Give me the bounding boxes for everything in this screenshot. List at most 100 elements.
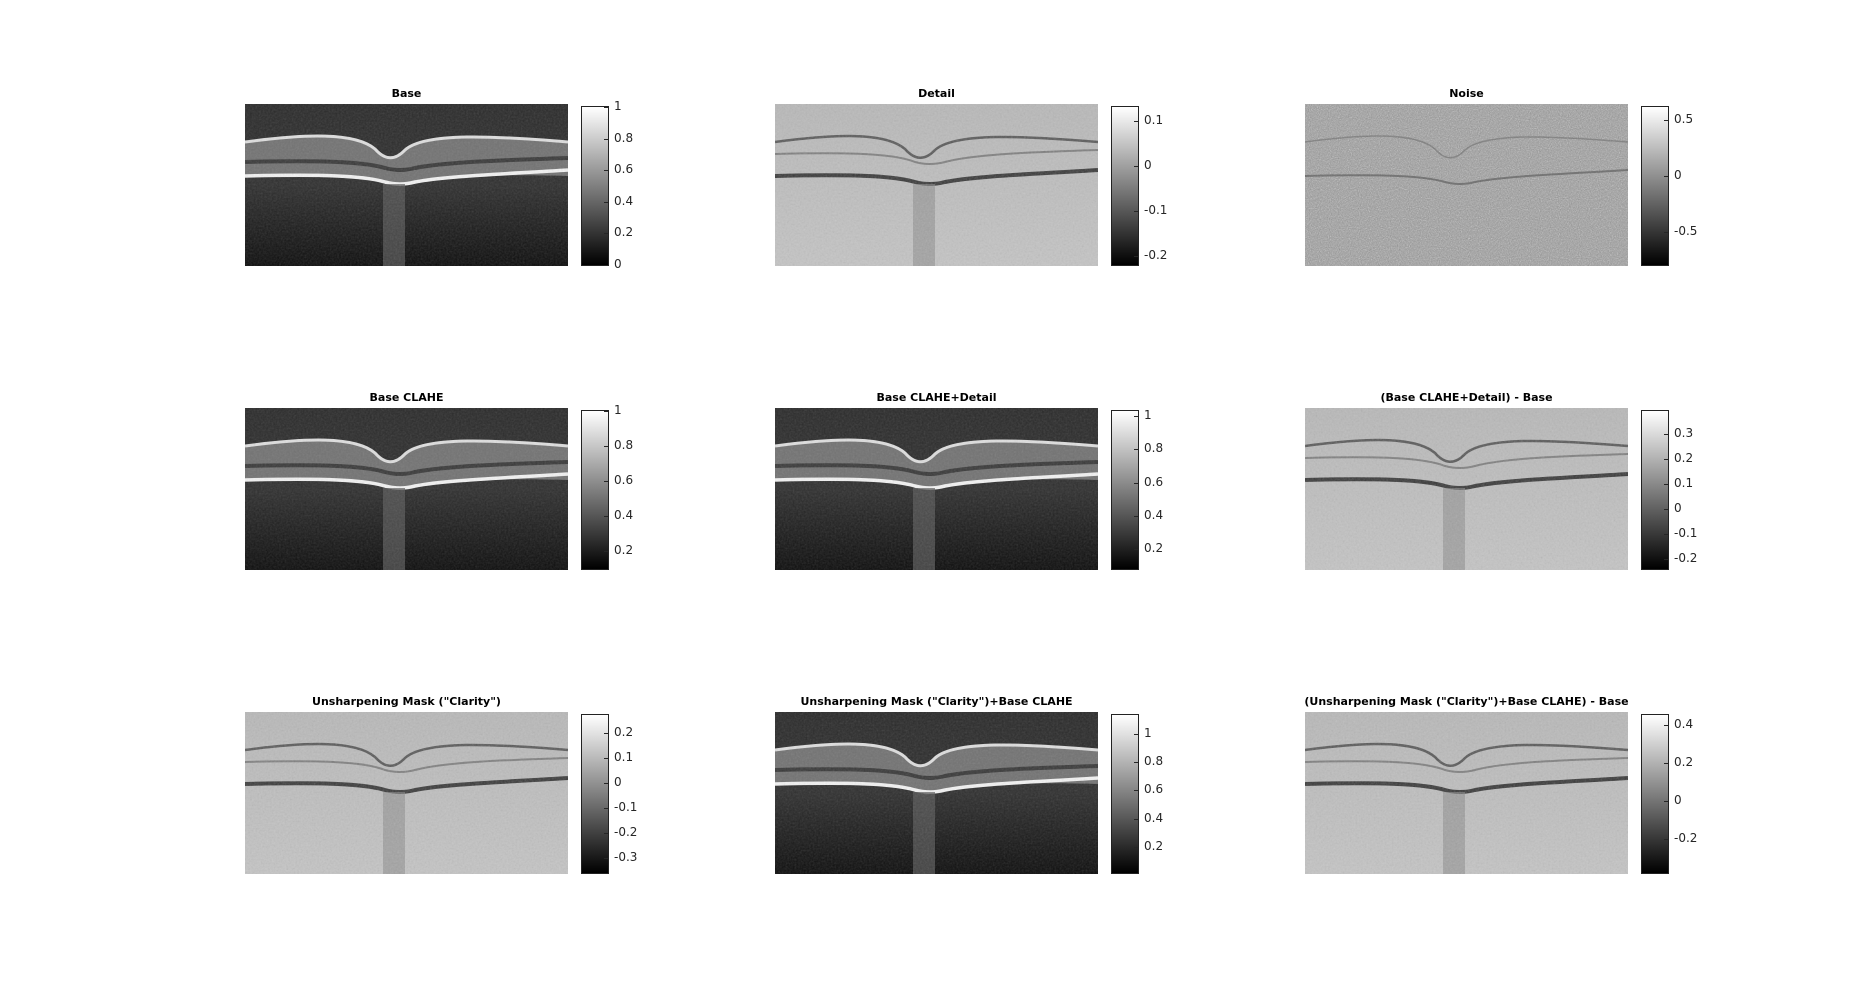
- colorbar: [581, 410, 609, 570]
- colorbar-tick-mark: [1664, 559, 1668, 560]
- oct-scan-image: [245, 408, 568, 570]
- colorbar-tick-label: 0.4: [1144, 811, 1164, 825]
- colorbar-tick-mark: [1134, 819, 1138, 820]
- oct-scan-image: [245, 712, 568, 874]
- colorbar-tick-mark: [1134, 734, 1138, 735]
- oct-scan-image: [1305, 712, 1628, 874]
- oct-scan-image: [775, 712, 1098, 874]
- colorbar: [581, 106, 609, 266]
- colorbar-tick-mark: [604, 265, 608, 266]
- colorbar-tick-label: 0.8: [1144, 441, 1164, 455]
- colorbar-tick-label: -0.5: [1674, 224, 1698, 238]
- colorbar-tick-label: 0: [1674, 793, 1682, 807]
- colorbar-tick-mark: [1664, 459, 1668, 460]
- colorbar-tick-label: 0.4: [1674, 717, 1694, 731]
- colorbar-tick-mark: [1664, 232, 1668, 233]
- colorbar-tick-mark: [604, 233, 608, 234]
- colorbar-tick-mark: [1664, 801, 1668, 802]
- colorbar-tick-label: 0.8: [614, 438, 634, 452]
- colorbar-tick-label: 0: [614, 257, 622, 271]
- colorbar-tick-mark: [1134, 549, 1138, 550]
- oct-scan-image: [1305, 408, 1628, 570]
- colorbar-tick-label: 0.1: [1144, 113, 1164, 127]
- colorbar: [1641, 410, 1669, 570]
- subplot-title: Unsharpening Mask ("Clarity")+Base CLAHE: [800, 695, 1073, 708]
- colorbar-tick-mark: [1664, 120, 1668, 121]
- colorbar-tick-mark: [604, 202, 608, 203]
- colorbar-tick-mark: [1134, 449, 1138, 450]
- colorbar-tick-mark: [604, 170, 608, 171]
- colorbar-tick-label: 0.2: [1144, 839, 1164, 853]
- colorbar-tick-mark: [1134, 847, 1138, 848]
- oct-scan-image: [245, 104, 568, 266]
- colorbar: [1641, 714, 1669, 874]
- colorbar-tick-label: 0.5: [1674, 112, 1694, 126]
- colorbar-tick-mark: [604, 808, 608, 809]
- colorbar-tick-mark: [1134, 416, 1138, 417]
- oct-scan-image: [1305, 104, 1628, 266]
- oct-scan-image: [775, 408, 1098, 570]
- colorbar-tick-label: 0.6: [1144, 782, 1164, 796]
- colorbar-tick-mark: [604, 833, 608, 834]
- subplot-title: Detail: [918, 87, 955, 100]
- colorbar-tick-mark: [604, 733, 608, 734]
- colorbar-tick-label: 0.8: [614, 131, 634, 145]
- colorbar-tick-mark: [604, 783, 608, 784]
- colorbar-tick-label: 0.8: [1144, 754, 1164, 768]
- colorbar-tick-label: 0.3: [1674, 426, 1694, 440]
- colorbar-tick-label: 0.2: [1144, 541, 1164, 555]
- subplot-title: Unsharpening Mask ("Clarity"): [312, 695, 501, 708]
- colorbar-tick-mark: [1134, 211, 1138, 212]
- colorbar-tick-label: 0: [1674, 168, 1682, 182]
- colorbar-tick-label: 0.2: [1674, 755, 1694, 769]
- colorbar-tick-mark: [604, 551, 608, 552]
- colorbar-tick-mark: [604, 107, 608, 108]
- colorbar-tick-label: 0.2: [614, 543, 634, 557]
- subplot-title: Base CLAHE: [369, 391, 444, 404]
- colorbar-tick-mark: [604, 758, 608, 759]
- subplot-title: Noise: [1449, 87, 1484, 100]
- colorbar-tick-mark: [1134, 483, 1138, 484]
- colorbar-tick-mark: [1664, 763, 1668, 764]
- colorbar-tick-mark: [1664, 434, 1668, 435]
- colorbar-tick-label: 0.1: [1674, 476, 1694, 490]
- colorbar-tick-mark: [1664, 509, 1668, 510]
- colorbar-tick-label: 0.6: [614, 473, 634, 487]
- colorbar-tick-label: -0.1: [1144, 203, 1168, 217]
- colorbar-tick-mark: [1134, 762, 1138, 763]
- colorbar-tick-label: 1: [1144, 726, 1152, 740]
- subplot-title: (Unsharpening Mask ("Clarity")+Base CLAH…: [1304, 695, 1629, 708]
- colorbar-tick-label: 0.2: [1674, 451, 1694, 465]
- colorbar-tick-label: 0.2: [614, 225, 634, 239]
- colorbar: [1111, 714, 1139, 874]
- subplot-title: (Base CLAHE+Detail) - Base: [1380, 391, 1553, 404]
- colorbar: [581, 714, 609, 874]
- colorbar-tick-mark: [1664, 484, 1668, 485]
- colorbar-tick-mark: [1664, 839, 1668, 840]
- colorbar-tick-label: -0.2: [1674, 831, 1698, 845]
- colorbar-tick-label: 0.2: [614, 725, 634, 739]
- colorbar-tick-label: -0.1: [1674, 526, 1698, 540]
- colorbar-tick-label: 0.6: [614, 162, 634, 176]
- colorbar-tick-mark: [604, 858, 608, 859]
- oct-scan-image: [775, 104, 1098, 266]
- colorbar-tick-label: 0.4: [614, 194, 634, 208]
- colorbar-tick-mark: [1134, 121, 1138, 122]
- colorbar-tick-mark: [604, 516, 608, 517]
- colorbar-tick-label: 1: [1144, 408, 1152, 422]
- colorbar: [1111, 106, 1139, 266]
- colorbar-tick-mark: [1664, 725, 1668, 726]
- colorbar-tick-label: -0.2: [1674, 551, 1698, 565]
- colorbar-tick-mark: [1134, 790, 1138, 791]
- colorbar-tick-mark: [1664, 534, 1668, 535]
- colorbar-tick-mark: [1664, 176, 1668, 177]
- colorbar: [1641, 106, 1669, 266]
- colorbar-tick-label: 0: [1144, 158, 1152, 172]
- colorbar-tick-mark: [1134, 516, 1138, 517]
- colorbar-tick-label: 0: [1674, 501, 1682, 515]
- colorbar-tick-label: 1: [614, 403, 622, 417]
- colorbar: [1111, 410, 1139, 570]
- subplot-title: Base: [391, 87, 422, 100]
- colorbar-tick-mark: [604, 446, 608, 447]
- colorbar-tick-mark: [604, 139, 608, 140]
